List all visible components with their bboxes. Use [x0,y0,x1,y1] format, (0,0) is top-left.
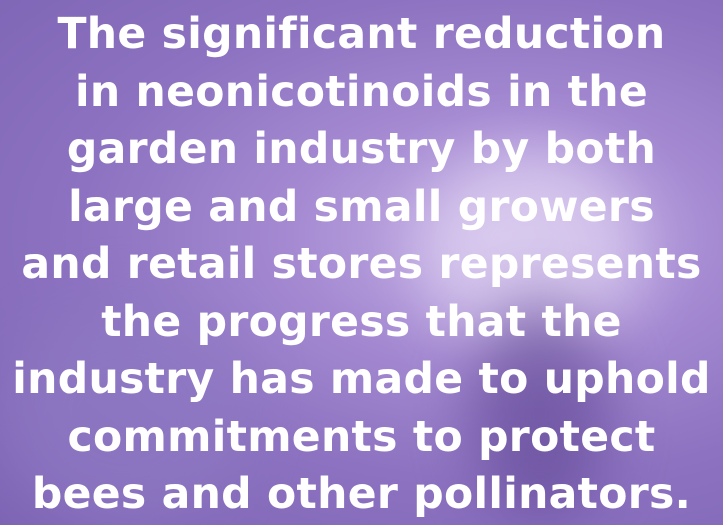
bokeh [0,300,250,525]
quote-line: The significant reduction [57,10,666,59]
quote: The significant reduction in neonicotino… [0,6,723,524]
quote-line: and retail stores represents [21,240,702,289]
quote-line: industry has made to uphold [12,355,711,404]
quote-line: the progress that the [101,297,622,347]
quote-line: in neonicotinoids in the [75,67,648,117]
quote-line: bees and other pollinators. [31,470,692,519]
quote-line: commitments to protect [67,412,656,462]
bokeh [470,300,610,520]
quote-line: garden industry by both [66,125,657,174]
quote-line: large and small growers [68,182,655,232]
